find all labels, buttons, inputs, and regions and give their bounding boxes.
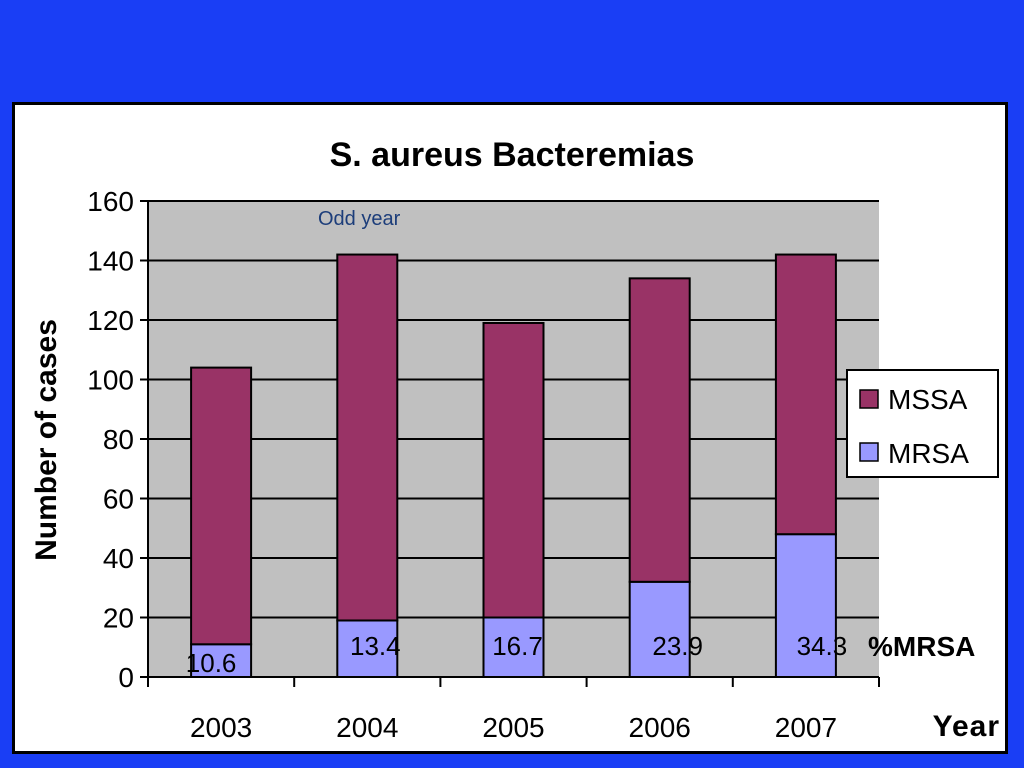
y-axis-ticks: 0 20 40 60 80 100 120 140 160 <box>87 186 879 693</box>
legend-swatch-mrsa <box>859 442 879 462</box>
x-axis-ticks: 2003 2004 2005 2006 2007 <box>147 677 880 743</box>
y-tick-label: 120 <box>87 305 134 336</box>
y-tick-label: 60 <box>103 484 134 515</box>
x-tick-label: 2006 <box>629 712 691 743</box>
x-tick-label: 2007 <box>775 712 837 743</box>
chart-title: S. aureus Bacteremias <box>330 136 695 174</box>
data-labels: 10.6 13.4 16.7 23.9 34.3 <box>186 631 847 678</box>
legend-swatch-mssa <box>859 389 879 409</box>
data-label-2004: 13.4 <box>350 631 401 661</box>
legend-label-mssa: MSSA <box>888 384 968 415</box>
y-tick-label: 20 <box>103 603 134 634</box>
percent-mrsa-label: %MRSA <box>868 631 975 662</box>
x-tick-label: 2004 <box>336 712 398 743</box>
data-label-2007: 34.3 <box>797 631 848 661</box>
bar-mssa-2004 <box>336 253 399 622</box>
bar-mrsa-2006 <box>628 580 691 678</box>
bar-mssa-2003 <box>190 366 253 646</box>
bar-mrsa-2003 <box>190 643 253 679</box>
x-tick-label: 2005 <box>482 712 544 743</box>
bar-mssa-2007 <box>774 253 837 536</box>
odd-year-annotation: Odd year <box>318 208 401 230</box>
data-label-2006: 23.9 <box>652 631 703 661</box>
data-label-2003: 10.6 <box>186 648 237 678</box>
y-tick-label: 100 <box>87 365 134 396</box>
data-label-2005: 16.7 <box>492 631 543 661</box>
bar-mrsa-2005 <box>482 616 545 678</box>
y-axis-label: Number of cases <box>30 319 63 561</box>
bar-mrsa-2007 <box>774 533 837 679</box>
x-axis-label: Year <box>933 710 1000 743</box>
bar-mssa-2005 <box>482 321 545 619</box>
y-tick-label: 40 <box>103 543 134 574</box>
bar-mssa-2006 <box>628 277 691 583</box>
bars <box>190 253 837 679</box>
y-tick-label: 0 <box>118 662 134 693</box>
y-tick-label: 80 <box>103 424 134 455</box>
y-tick-label: 160 <box>87 186 134 217</box>
legend-label-mrsa: MRSA <box>888 438 969 469</box>
bar-mrsa-2004 <box>336 619 399 678</box>
y-tick-label: 140 <box>87 246 134 277</box>
x-tick-label: 2003 <box>190 712 252 743</box>
legend: MSSA MRSA <box>846 369 999 478</box>
